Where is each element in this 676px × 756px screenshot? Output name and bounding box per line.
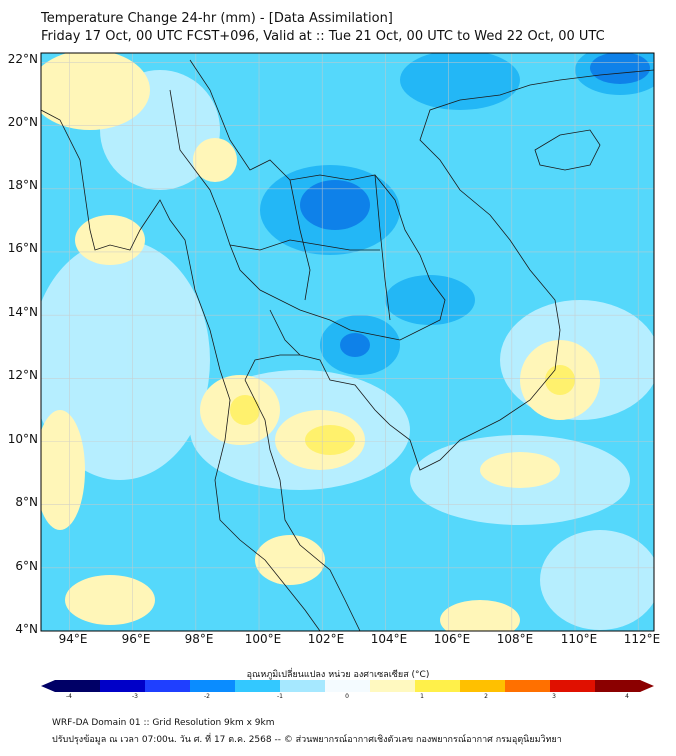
lat-tick: 6°N [15,559,38,573]
colorbar-segment [280,680,326,692]
coastline [41,59,654,631]
colorbar-segment [550,680,596,692]
colorbar-segment [235,680,281,692]
lon-tick: 102°E [307,632,345,646]
lon-tick: 100°E [244,632,282,646]
colorbar-tick: 3 [552,693,556,700]
warm-patch [41,53,150,130]
footer-domain-info: WRF-DA Domain 01 :: Grid Resolution 9km … [52,718,275,728]
lat-tick: 22°N [7,52,38,66]
lon-tick: 110°E [560,632,598,646]
lon-tick: 96°E [121,632,151,646]
lon-tick: 112°E [623,632,661,646]
colorbar-segment [415,680,461,692]
colorbar-segment [190,680,236,692]
lat-tick: 8°N [15,495,38,509]
colorbar-tick: -4 [66,693,72,700]
colorbar-tick: -2 [204,693,210,700]
lon-tick: 104°E [370,632,408,646]
colorbar-segment [595,680,641,692]
lon-tick: 94°E [58,632,88,646]
colorbar-segment [100,680,146,692]
colorbar-tick: -3 [132,693,138,700]
lat-tick: 12°N [7,368,38,382]
lat-tick: 4°N [15,622,38,636]
lat-tick: 14°N [7,305,38,319]
colorbar-segment [325,680,371,692]
map-title: Temperature Change 24-hr (mm) - [Data As… [41,11,393,26]
colorbar-tick: 4 [625,693,629,700]
map-subtitle: Friday 17 Oct, 00 UTC FCST+096, Valid at… [41,29,605,44]
lat-tick: 20°N [7,115,38,129]
colorbar-tick: 0 [345,693,349,700]
lon-tick: 106°E [433,632,471,646]
colorbar-segment [145,680,191,692]
lat-tick: 18°N [7,178,38,192]
footer-credit: ปรับปรุงข้อมูล ณ เวลา 07:00น. วัน ศ. ที่… [52,735,562,745]
colorbar-segment [370,680,416,692]
colorbar-segment [505,680,551,692]
colorbar-tick: 2 [484,693,488,700]
colorbar-segment [55,680,101,692]
lon-tick: 108°E [496,632,534,646]
lat-tick: 16°N [7,241,38,255]
colorbar [41,680,654,692]
colorbar-segment [460,680,506,692]
colorbar-title: อุณหภูมิเปลี่ยนแปลง หน่วย องศาเซลเซียส (… [246,670,430,680]
lat-tick: 10°N [7,432,38,446]
colorbar-tick: -1 [277,693,283,700]
lon-tick: 98°E [184,632,214,646]
colorbar-tick: 1 [420,693,424,700]
